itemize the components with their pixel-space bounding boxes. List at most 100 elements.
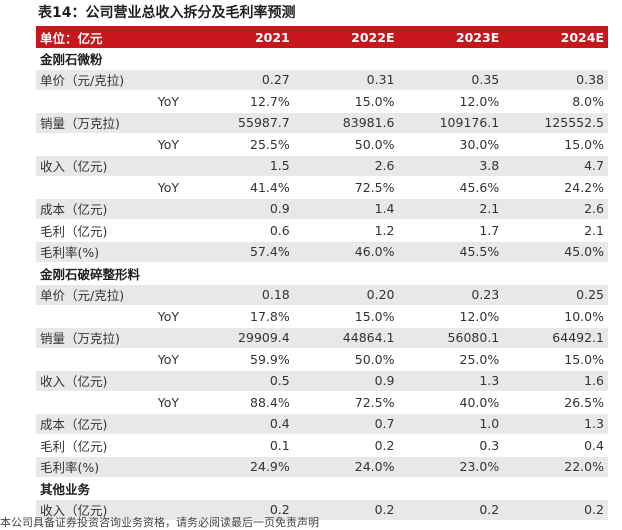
value-cell: 83981.6 (293, 112, 399, 134)
value-cell: 12.0% (398, 90, 504, 113)
value-cell: 0.18 (189, 284, 294, 306)
value-cell: 26.5% (503, 391, 608, 414)
value-cell: 1.3 (398, 370, 504, 392)
value-cell: 15.0% (293, 90, 399, 113)
value-cell: 0.20 (293, 284, 399, 306)
value-cell: 72.5% (293, 176, 399, 199)
value-cell: 8.0% (503, 90, 608, 113)
yoy-label: YoY (36, 348, 189, 371)
value-cell: 0.38 (503, 69, 608, 91)
metric-row: 毛利率(%) 57.4% 46.0% 45.5% 45.0% (36, 241, 608, 263)
section-row: 金刚石微粉 (36, 48, 608, 70)
yoy-row: YoY 59.9% 50.0% 25.0% 15.0% (36, 348, 608, 371)
value-cell: 50.0% (293, 348, 399, 371)
value-cell: 24.9% (189, 456, 294, 478)
value-cell: 2.6 (293, 155, 399, 177)
value-cell: 0.6 (189, 219, 294, 242)
value-cell: 4.7 (503, 155, 608, 177)
value-cell: 0.2 (398, 499, 504, 521)
value-cell: 0.35 (398, 69, 504, 91)
value-cell: 0.25 (503, 284, 608, 306)
value-cell: 15.0% (293, 305, 399, 328)
value-cell: 0.9 (189, 198, 294, 220)
value-cell: 88.4% (189, 391, 294, 414)
value-cell: 12.0% (398, 305, 504, 328)
value-cell: 17.8% (189, 305, 294, 328)
section-row: 金刚石破碎整形料 (36, 262, 608, 285)
value-cell: 55987.7 (189, 112, 294, 134)
metric-row: 成本（亿元) 0.9 1.4 2.1 2.6 (36, 198, 608, 220)
value-cell: 50.0% (293, 133, 399, 156)
table-title: 表14：公司营业总收入拆分及毛利率预测 (38, 5, 296, 21)
metric-label: 毛利率(%) (36, 456, 189, 478)
metric-row: 成本（亿元) 0.4 0.7 1.0 1.3 (36, 413, 608, 435)
unit-header: 单位：亿元 (36, 26, 189, 48)
value-cell: 1.3 (503, 413, 608, 435)
metric-label: 销量（万克拉) (36, 327, 189, 349)
metric-row: 毛利（亿元) 0.6 1.2 1.7 2.1 (36, 219, 608, 242)
value-cell: 24.2% (503, 176, 608, 199)
metric-label: 毛利率(%) (36, 241, 189, 263)
value-cell: 1.7 (398, 219, 504, 242)
value-cell: 3.8 (398, 155, 504, 177)
value-cell: 45.0% (503, 241, 608, 263)
metric-label: 收入（亿元) (36, 499, 189, 521)
value-cell: 0.4 (189, 413, 294, 435)
value-cell: 0.27 (189, 69, 294, 91)
section-label: 金刚石微粉 (36, 48, 608, 70)
value-cell: 2.6 (503, 198, 608, 220)
value-cell: 125552.5 (503, 112, 608, 134)
yoy-label: YoY (36, 176, 189, 199)
value-cell: 2.1 (503, 219, 608, 242)
value-cell: 12.7% (189, 90, 294, 113)
yoy-row: YoY 17.8% 15.0% 12.0% 10.0% (36, 305, 608, 328)
value-cell: 72.5% (293, 391, 399, 414)
value-cell: 46.0% (293, 241, 399, 263)
value-cell: 30.0% (398, 133, 504, 156)
metric-label: 成本（亿元) (36, 198, 189, 220)
metric-label: 毛利（亿元) (36, 219, 189, 242)
value-cell: 0.3 (398, 434, 504, 457)
value-cell: 45.6% (398, 176, 504, 199)
metric-row: 收入（亿元) 0.2 0.2 0.2 0.2 (36, 499, 608, 521)
value-cell: 41.4% (189, 176, 294, 199)
yoy-row: YoY 12.7% 15.0% 12.0% 8.0% (36, 90, 608, 113)
value-cell: 0.5 (189, 370, 294, 392)
year-header: 2022E (293, 26, 399, 48)
section-label: 其他业务 (36, 477, 608, 500)
value-cell: 57.4% (189, 241, 294, 263)
metric-label: 销量（万克拉) (36, 112, 189, 134)
year-header: 2024E (503, 26, 608, 48)
value-cell: 0.31 (293, 69, 399, 91)
metric-label: 毛利（亿元) (36, 434, 189, 457)
value-cell: 0.23 (398, 284, 504, 306)
value-cell: 56080.1 (398, 327, 504, 349)
yoy-row: YoY 41.4% 72.5% 45.6% 24.2% (36, 176, 608, 199)
value-cell: 23.0% (398, 456, 504, 478)
year-header: 2023E (398, 26, 504, 48)
value-cell: 44864.1 (293, 327, 399, 349)
metric-row: 毛利（亿元) 0.1 0.2 0.3 0.4 (36, 434, 608, 457)
value-cell: 0.7 (293, 413, 399, 435)
metric-row: 毛利率(%) 24.9% 24.0% 23.0% 22.0% (36, 456, 608, 478)
metric-label: 单价（元/克拉) (36, 69, 189, 91)
value-cell: 1.4 (293, 198, 399, 220)
metric-row: 收入（亿元) 0.5 0.9 1.3 1.6 (36, 370, 608, 392)
yoy-label: YoY (36, 90, 189, 113)
yoy-label: YoY (36, 305, 189, 328)
value-cell: 0.2 (503, 499, 608, 521)
value-cell: 1.5 (189, 155, 294, 177)
value-cell: 1.6 (503, 370, 608, 392)
value-cell: 0.2 (293, 434, 399, 457)
metric-row: 销量（万克拉) 29909.4 44864.1 56080.1 64492.1 (36, 327, 608, 349)
disclaimer-footer: 本公司具备证券投资咨询业务资格，请务必阅读最后一页免责声明 (0, 516, 319, 529)
value-cell: 25.5% (189, 133, 294, 156)
value-cell: 10.0% (503, 305, 608, 328)
value-cell: 59.9% (189, 348, 294, 371)
value-cell: 15.0% (503, 348, 608, 371)
metric-row: 销量（万克拉) 55987.7 83981.6 109176.1 125552.5 (36, 112, 608, 134)
value-cell: 15.0% (503, 133, 608, 156)
value-cell: 1.2 (293, 219, 399, 242)
metric-row: 收入（亿元) 1.5 2.6 3.8 4.7 (36, 155, 608, 177)
revenue-breakdown-table: 单位：亿元 2021 2022E 2023E 2024E 金刚石微粉 单价（元/克… (36, 26, 608, 521)
